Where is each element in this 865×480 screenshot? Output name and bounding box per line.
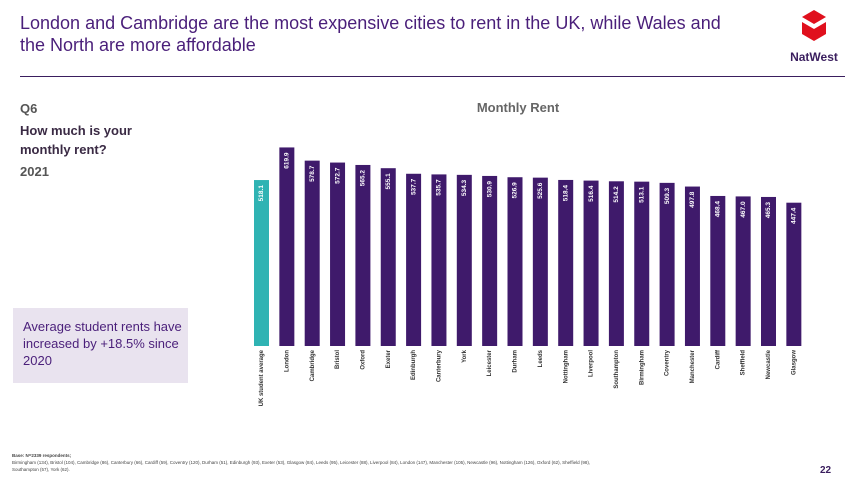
bar-nottingham [558,179,574,346]
survey-year: 2021 [20,164,49,179]
callout-text: Average student rents have increased by … [23,319,182,368]
question-code: Q6 [20,101,38,116]
bar-value-label: 534.3 [461,179,468,196]
category-label: Canterbury [437,349,443,382]
category-label: Leeds [538,349,544,367]
bar-uk-student-average [254,180,269,346]
bar-value-label: 535.7 [436,179,443,196]
category-label: Newcastle [766,349,772,379]
footnote-detail: Birmingham (134), Bristol (104), Cambrid… [12,460,591,472]
bar-london [279,147,295,346]
bar-value-label: 509.3 [664,187,671,204]
bar-value-label: 465.3 [765,202,772,219]
bar-cambridge [304,160,320,346]
bar-value-label: 525.6 [537,182,544,199]
bar-glasgow [786,202,802,346]
category-label: Glasgow [791,350,797,375]
category-label: Sheffield [741,350,747,376]
category-label: Exeter [386,349,392,368]
bar-sheffield [735,196,751,346]
bar-value-label: 526.9 [512,182,519,199]
slide-title: London and Cambridge are the most expens… [20,13,721,55]
bar-leicester [482,175,498,346]
bar-coventry [659,182,675,346]
bar-canterbury [431,174,447,346]
category-label: Cardiff [715,349,721,369]
chart-title: Monthly Rent [477,100,560,115]
bar-value-label: 514.2 [613,186,620,203]
page-number: 22 [820,465,832,476]
bar-birmingham [634,181,650,346]
bar-value-label: 516.4 [588,185,595,202]
category-label: Birmingham [639,350,645,385]
bar-value-label: 467.0 [740,201,747,218]
footnote-base: Base: N=2339 respondents; [12,453,72,458]
brand-name: NatWest [790,50,838,64]
bar-leeds [532,177,548,346]
footnote: Base: N=2339 respondents; Birmingham (13… [12,452,612,473]
bar-value-label: 619.9 [284,152,291,169]
question-text: How much is your monthly rent? [20,123,132,157]
category-label: Cambridge [310,349,316,381]
bar-edinburgh [406,173,422,346]
bar-value-label: 565.2 [360,170,367,187]
bar-cardiff [710,195,726,346]
bar-exeter [380,168,396,346]
bar-oxford [355,164,371,346]
category-label: UK student average [259,349,265,406]
bar-value-label: 518.4 [562,185,569,202]
bar-value-label: 537.7 [410,178,417,195]
category-label: Southampton [614,350,620,389]
bar-value-label: 572.7 [334,167,341,184]
bar-newcastle [761,196,776,346]
category-label: Oxford [360,350,366,370]
bar-value-label: 518.1 [258,185,265,202]
category-label: Manchester [690,349,696,383]
bar-liverpool [583,180,599,346]
bar-value-label: 447.4 [791,207,798,224]
bar-manchester [684,186,700,346]
bar-southampton [608,181,624,346]
bar-york [456,174,472,346]
bar-value-label: 468.4 [715,201,722,218]
bar-value-label: 555.1 [385,173,392,190]
callout-box: Average student rents have increased by … [13,308,188,383]
title-divider [20,76,845,77]
bar-value-label: 497.8 [689,191,696,208]
category-label: Bristol [335,350,341,369]
category-label: Edinburgh [411,350,417,380]
category-label: Nottingham [563,350,569,383]
natwest-logo-icon [802,10,826,41]
bar-series: 518.1 UK student average 619.9 London 578.7 C… [254,147,802,406]
bar-value-label: 530.9 [486,181,493,198]
category-label: Leicester [487,349,493,376]
bar-value-label: 513.1 [638,186,645,203]
category-label: York [462,349,468,363]
bar-durham [507,177,523,346]
category-label: Coventry [665,349,671,376]
category-label: Durham [513,350,519,373]
category-label: London [284,350,290,372]
bar-bristol [330,162,346,346]
bar-value-label: 578.7 [309,165,316,182]
category-label: Liverpool [589,350,595,377]
